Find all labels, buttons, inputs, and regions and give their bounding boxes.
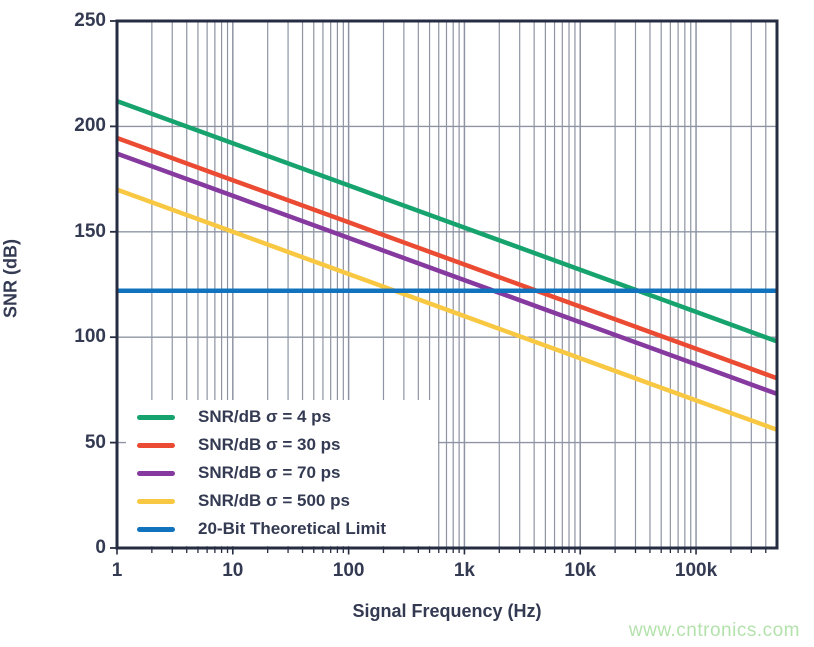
x-tick-label-100k: 100k: [674, 560, 718, 581]
legend-label: SNR/dB σ = 500 ps: [198, 491, 350, 510]
y-tick-label-150: 150: [74, 220, 106, 242]
series-line-snr-db-500-ps: [116, 187, 778, 432]
data-series: [116, 98, 778, 432]
legend-item-snr-db-500-ps: SNR/dB σ = 500 ps: [137, 487, 438, 515]
plot-frame: [115, 19, 779, 550]
legend-item-snr-db-4-ps: SNR/dB σ = 4 ps: [137, 403, 438, 431]
legend-label: 20-Bit Theoretical Limit: [198, 519, 386, 538]
legend-label: SNR/dB σ = 4 ps: [198, 407, 332, 426]
legend-swatch-snr-db-30-ps: [137, 442, 175, 448]
y-tick-label-0: 0: [95, 537, 106, 558]
x-tick-label-1k: 1k: [453, 560, 475, 581]
legend-swatch-snr-db-70-ps: [137, 470, 175, 476]
legend-swatch-snr-db-4-ps: [137, 414, 175, 420]
legend-swatch-snr-db-500-ps: [137, 498, 175, 504]
y-axis-title: SNR (dB): [0, 239, 21, 318]
legend-item-snr-db-30-ps: SNR/dB σ = 30 ps: [137, 431, 438, 459]
watermark-text: www.cntronics.com: [628, 620, 800, 641]
plot-border: [115, 19, 779, 550]
series-line-snr-db-70-ps: [116, 151, 778, 397]
legend-label: SNR/dB σ = 30 ps: [198, 435, 341, 454]
legend-item-20-bit-theoretical-limit: 20-Bit Theoretical Limit: [137, 515, 438, 543]
y-tick-label-250: 250: [74, 10, 106, 31]
axis-ticks: [110, 20, 767, 555]
x-tick-label-10: 10: [222, 560, 244, 581]
y-tick-label-50: 50: [84, 431, 106, 453]
x-tick-label-10k: 10k: [564, 560, 597, 581]
legend-item-snr-db-70-ps: SNR/dB σ = 70 ps: [137, 459, 438, 487]
x-tick-label-100: 100: [332, 560, 365, 581]
x-axis-title: Signal Frequency (Hz): [352, 601, 542, 621]
legend-swatch-20-bit-theoretical-limit: [137, 526, 175, 532]
y-tick-label-100: 100: [74, 326, 106, 348]
legend: SNR/dB σ = 4 ps SNR/dB σ = 30 ps SNR/dB σ …: [126, 400, 438, 546]
x-tick-label-1: 1: [111, 560, 123, 581]
legend-label: SNR/dB σ = 70 ps: [198, 463, 341, 482]
y-tick-label-200: 200: [74, 115, 106, 137]
series-line-snr-db-4-ps: [116, 98, 778, 344]
series-line-snr-db-30-ps: [116, 135, 778, 381]
